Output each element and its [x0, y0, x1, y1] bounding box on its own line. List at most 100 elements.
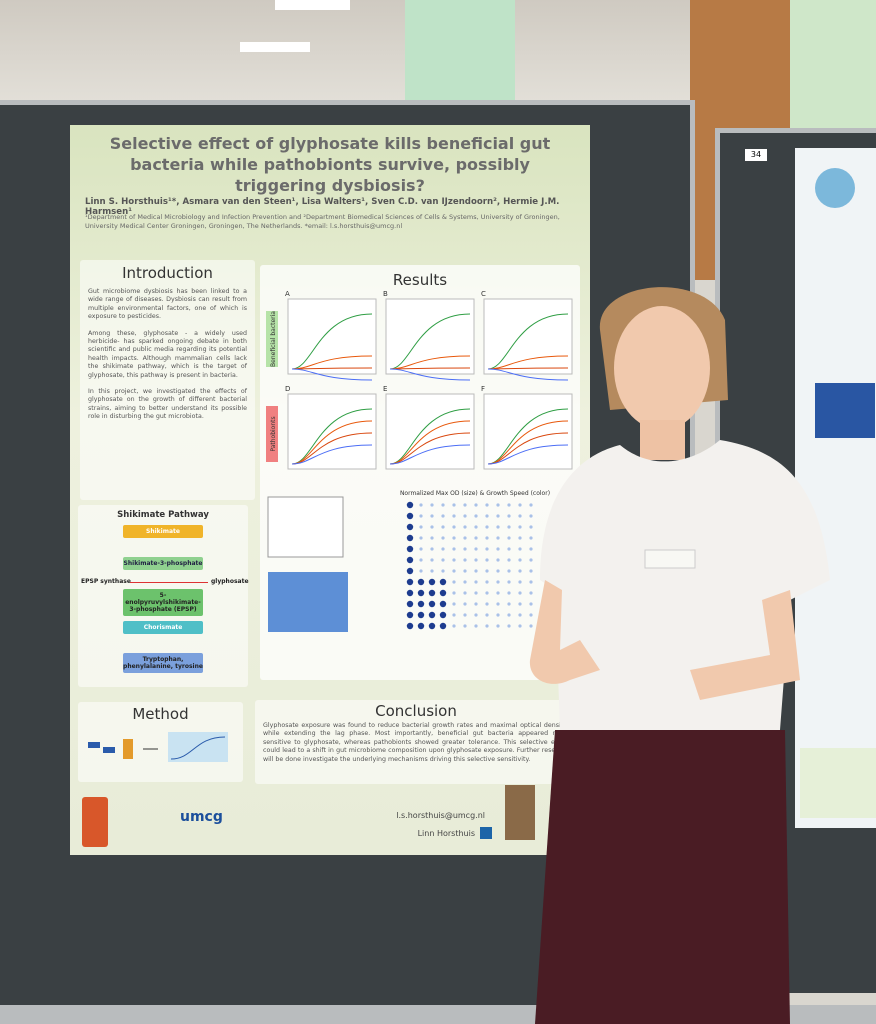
light: [275, 0, 350, 10]
dot: [441, 569, 445, 573]
dot: [496, 525, 500, 529]
dot: [518, 569, 522, 573]
curve: [291, 408, 373, 465]
paragraph: Gut microbiome dysbiosis has been linked…: [88, 288, 247, 321]
intro-text: Gut microbiome dysbiosis has been linked…: [80, 288, 255, 422]
dot: [417, 622, 425, 630]
linkedin-icon: [480, 827, 492, 839]
dot: [507, 580, 511, 584]
dot: [529, 613, 533, 617]
pathway-step: Tryptophan, phenylalanine, tyrosine: [123, 653, 203, 673]
pathway-step: Shikimate-3-phosphate: [123, 557, 203, 570]
dot: [463, 525, 467, 529]
affiliation: ¹Department of Medical Microbiology and …: [85, 213, 560, 230]
dot: [417, 611, 425, 619]
dot: [496, 580, 500, 584]
dot: [474, 569, 478, 573]
method-box: Method: [78, 702, 243, 782]
dot: [529, 591, 533, 595]
dot: [518, 624, 522, 628]
pathway-step: Shikimate: [123, 525, 203, 538]
curve: [291, 368, 373, 381]
dot: [485, 514, 489, 518]
dot: [485, 580, 489, 584]
dot: [419, 536, 423, 540]
poster: Selective effect of glyphosate kills ben…: [70, 125, 590, 855]
dot: [474, 624, 478, 628]
dot: [507, 514, 511, 518]
window: [790, 0, 876, 140]
dot: [474, 536, 478, 540]
section-heading: Introduction: [122, 264, 213, 282]
heatmap: [267, 496, 344, 558]
dot: [463, 569, 467, 573]
dot: [419, 525, 423, 529]
dot: [463, 624, 467, 628]
dot: [485, 536, 489, 540]
product-image: [82, 797, 108, 847]
dot: [419, 514, 423, 518]
window: [405, 0, 515, 115]
dot: [430, 514, 434, 518]
plot-frame: [483, 298, 573, 375]
dot: [406, 622, 414, 630]
introduction-box: Introduction Gut microbiome dysbiosis ha…: [80, 260, 255, 500]
name: Linn Horsthuis: [417, 829, 475, 838]
dot: [419, 503, 423, 507]
dot: [485, 624, 489, 628]
dot: [441, 558, 445, 562]
dot: [529, 536, 533, 540]
dot: [496, 624, 500, 628]
dot: [452, 624, 456, 628]
panel-letter: B: [383, 290, 388, 298]
dot: [474, 580, 478, 584]
dot: [518, 503, 522, 507]
dot: [529, 569, 533, 573]
results-figures: A B C D E F Beneficial bacteria Pathobionts Norm…: [266, 290, 573, 632]
inhibition-arrow: [130, 582, 208, 583]
dot: [518, 536, 522, 540]
dot: [529, 580, 533, 584]
dot: [507, 624, 511, 628]
dot: [496, 503, 500, 507]
dot: [463, 580, 467, 584]
dot: [507, 547, 511, 551]
dot: [406, 611, 414, 619]
group-label-text: Beneficial bacteria: [270, 311, 277, 367]
dot: [507, 558, 511, 562]
conclusion-text: Glyphosate exposure was found to reduce …: [263, 722, 569, 763]
panel-letter: F: [481, 385, 485, 393]
dot: [529, 547, 533, 551]
dot: [406, 556, 414, 564]
dot: [430, 503, 434, 507]
dot: [485, 503, 489, 507]
dot: [428, 600, 436, 608]
dot: [518, 525, 522, 529]
dot: [417, 589, 425, 597]
dot: [485, 602, 489, 606]
dot: [452, 514, 456, 518]
dot: [463, 613, 467, 617]
dot: [406, 501, 414, 509]
section-heading: Results: [392, 271, 448, 289]
dot: [507, 602, 511, 606]
presenter: [529, 287, 830, 1024]
dot: [430, 569, 434, 573]
dot: [507, 536, 511, 540]
panel-letter: E: [383, 385, 387, 393]
pathway-step: 5-enolpyruvylshikimate-3-phosphate (EPSP…: [123, 589, 203, 616]
dot: [452, 591, 456, 595]
dot: [441, 514, 445, 518]
dot: [496, 613, 500, 617]
second-poster: [795, 148, 876, 828]
dot: [518, 591, 522, 595]
dot: [529, 558, 533, 562]
label-bg: [266, 311, 278, 367]
dot: [529, 525, 533, 529]
dot: [452, 602, 456, 606]
dot: [441, 503, 445, 507]
portrait: [505, 785, 535, 840]
dot: [452, 558, 456, 562]
curve: [487, 408, 569, 465]
